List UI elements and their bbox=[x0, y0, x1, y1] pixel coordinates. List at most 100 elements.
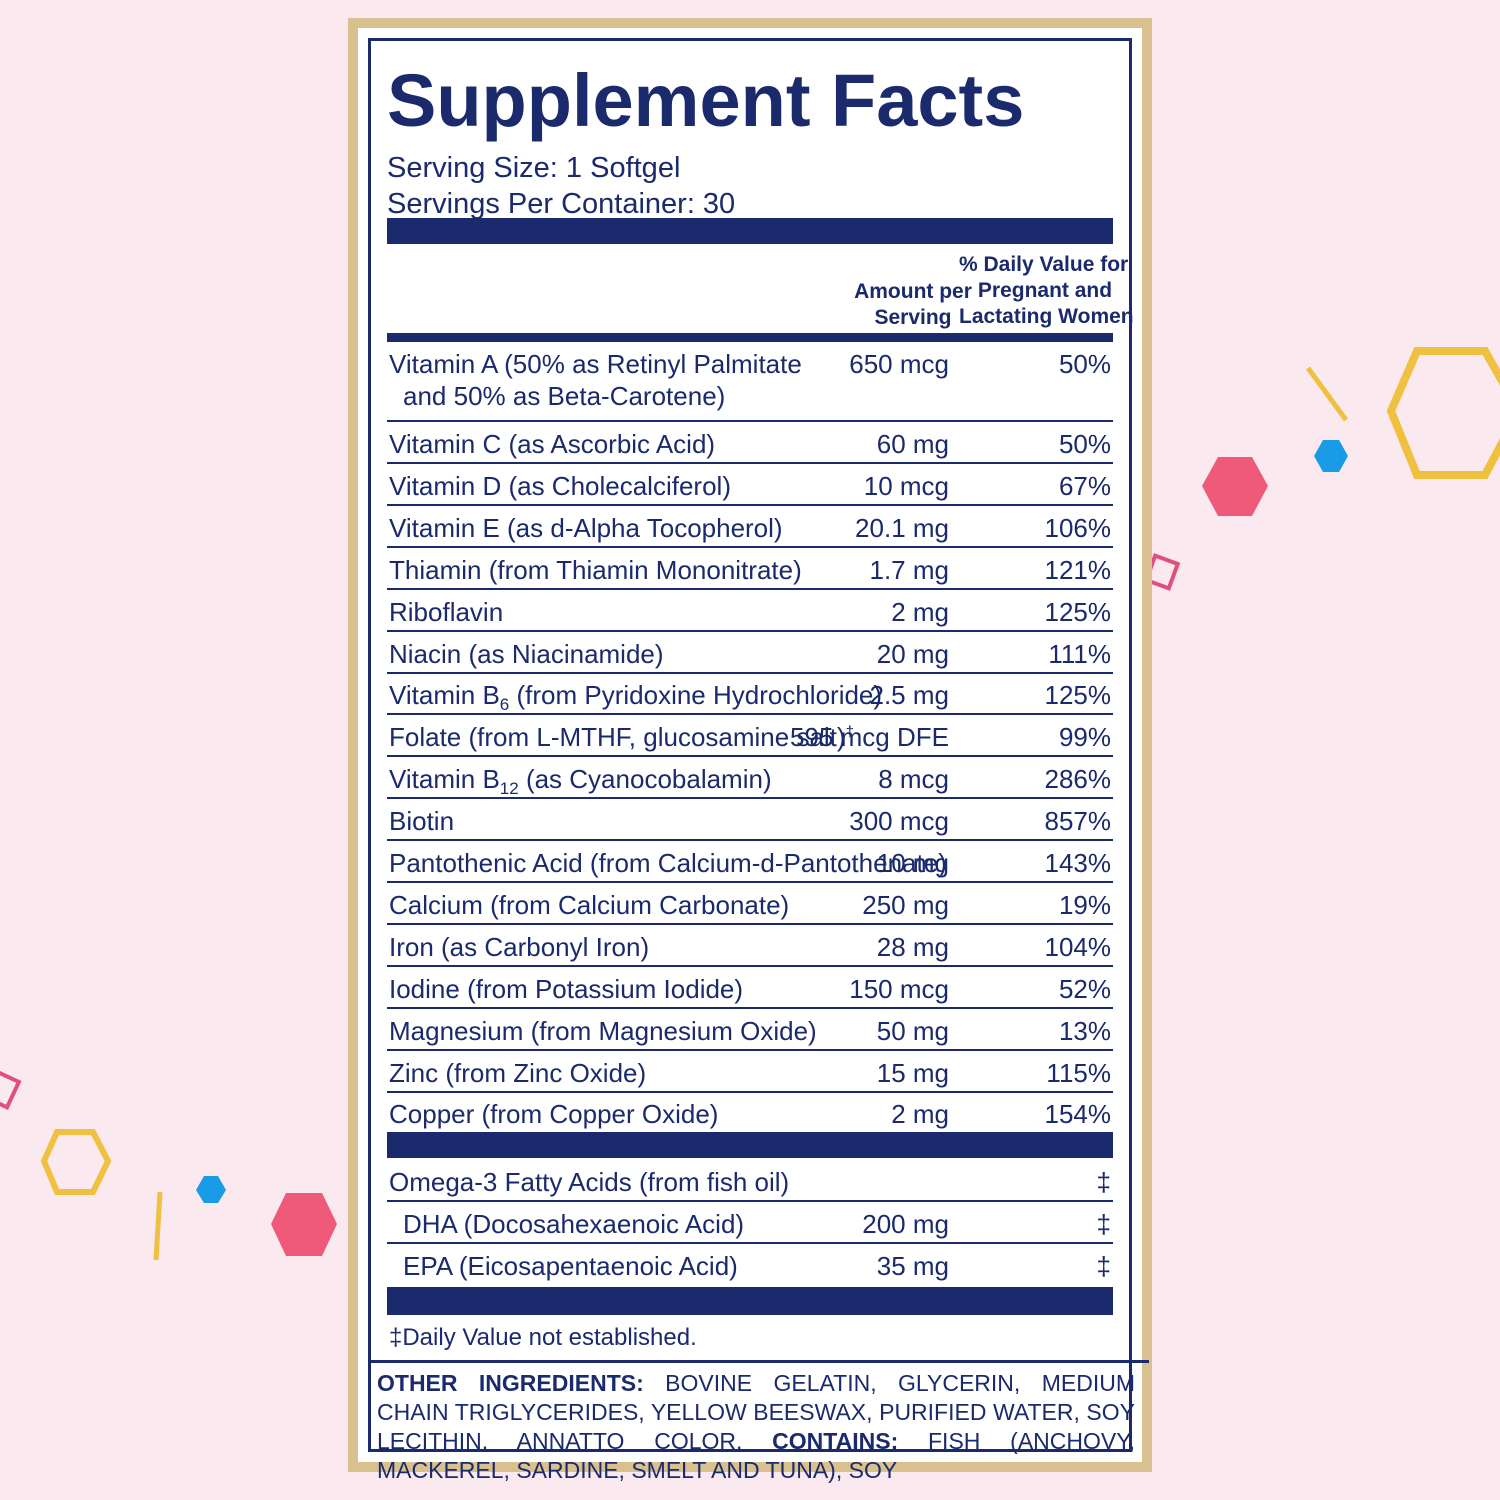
pink-hexagon-left bbox=[271, 1193, 337, 1256]
contains-text: FISH (ANCHOVY, MACKEREL, SARDINE, SMELT … bbox=[377, 1428, 1135, 1483]
nutrient-name: Riboflavin bbox=[389, 596, 504, 627]
nutrient-amount: 20 mg bbox=[876, 638, 949, 669]
bottom-thick-bar bbox=[387, 1287, 1113, 1315]
nutrient-amount: 595 mcg DFE bbox=[790, 722, 949, 753]
nutrient-amount: 2 mg bbox=[891, 596, 949, 627]
nutrient-daily-value: 19% bbox=[1058, 889, 1111, 920]
nutrient-amount: 2 mg bbox=[891, 1099, 949, 1130]
nutrient-name: Thiamin (from Thiamin Mononitrate) bbox=[389, 554, 802, 585]
nutrient-amount: 150 mcg bbox=[849, 973, 949, 1004]
nutrient-daily-value: ‡ bbox=[1096, 1167, 1111, 1197]
nutrients-row: Vitamin C (as Ascorbic Acid) 60 mg 50% bbox=[387, 422, 1113, 464]
nutrient-name: Copper (from Copper Oxide) bbox=[389, 1099, 719, 1130]
nutrient-amount: 35 mg bbox=[876, 1251, 949, 1281]
label-inner-border: Supplement Facts Serving Size: 1 Softgel… bbox=[368, 38, 1149, 1483]
middle-thick-bar bbox=[387, 1132, 1113, 1158]
nutrient-daily-value: 125% bbox=[1044, 596, 1112, 627]
other-ingredients-label: OTHER INGREDIENTS: bbox=[377, 1370, 644, 1396]
nutrient-amount: 2.5 mg bbox=[869, 680, 950, 711]
nutrients-row: Magnesium (from Magnesium Oxide) 50 mg 13% bbox=[387, 1009, 1113, 1051]
gold-line-right bbox=[1305, 366, 1349, 422]
daily-value-footnote: ‡Daily Value not established. bbox=[389, 1324, 697, 1351]
nutrient-daily-value: 125% bbox=[1044, 680, 1112, 711]
other-ingredients-text: BOVINE GELATIN, GLYCERIN, MEDIUM CHAIN T… bbox=[377, 1370, 1135, 1454]
nutrient-name: Biotin bbox=[389, 806, 455, 837]
nutrient-daily-value: 286% bbox=[1044, 764, 1112, 795]
nutrients-row: Iron (as Carbonyl Iron) 28 mg 104% bbox=[387, 925, 1113, 967]
nutrients-row: Riboflavin 2 mg 125% bbox=[387, 590, 1113, 632]
nutrient-name: Omega-3 Fatty Acids (from fish oil) bbox=[389, 1167, 790, 1197]
nutrients-row: Niacin (as Niacinamide) 20 mg 111% bbox=[387, 632, 1113, 674]
nutrient-amount: 60 mg bbox=[876, 429, 949, 459]
nutrient-name: Vitamin A (50% as Retinyl Palmitate and … bbox=[389, 349, 802, 411]
nutrient-name: Vitamin B6 (from Pyridoxine Hydrochlorid… bbox=[389, 680, 883, 715]
nutrient-row-vitamin-a: Vitamin A (50% as Retinyl Palmitate and … bbox=[387, 348, 1113, 422]
nutrient-daily-value: ‡ bbox=[1096, 1209, 1111, 1239]
nutrient-name: Pantothenic Acid (from Calcium-d-Pantoth… bbox=[389, 848, 947, 878]
nutrient-amount: 200 mg bbox=[862, 1209, 949, 1239]
nutrient-daily-value: 50% bbox=[1058, 429, 1111, 459]
nutrient-name: DHA (Docosahexaenoic Acid) bbox=[403, 1209, 745, 1239]
nutrient-daily-value: 52% bbox=[1058, 973, 1111, 1004]
nutrients-row: Thiamin (from Thiamin Mononitrate) 1.7 mg… bbox=[387, 548, 1113, 590]
pink-hexagon-right bbox=[1202, 457, 1268, 516]
nutrient-amount: 10 mcg bbox=[863, 470, 949, 501]
nutrient-name: Iodine (from Potassium Iodide) bbox=[389, 973, 744, 1004]
nutrients-row: Copper (from Copper Oxide) 2 mg 154% bbox=[387, 1092, 1113, 1134]
nutrients-row: Calcium (from Calcium Carbonate) 250 mg 19… bbox=[387, 883, 1113, 925]
gold-line-left bbox=[153, 1191, 163, 1261]
nutrients-row: Vitamin E (as d-Alpha Tocopherol) 20.1 mg… bbox=[387, 506, 1113, 548]
nutrient-amount: 15 mg bbox=[876, 1057, 949, 1088]
gold-hexagon-outline-right bbox=[1386, 347, 1500, 479]
nutrient-daily-value: 104% bbox=[1044, 931, 1112, 962]
top-thick-bar bbox=[387, 218, 1113, 244]
nutrient-amount: 250 mg bbox=[862, 889, 949, 920]
nutrient-name: Niacin (as Niacinamide) bbox=[389, 638, 664, 669]
label-title: Supplement Facts bbox=[387, 59, 1025, 142]
nutrient-name: EPA (Eicosapentaenoic Acid) bbox=[403, 1251, 738, 1281]
nutrient-name: Vitamin E (as d-Alpha Tocopherol) bbox=[389, 512, 783, 543]
nutrient-daily-value: 121% bbox=[1044, 554, 1112, 585]
omega-row: DHA (Docosahexaenoic Acid) 200 mg ‡ bbox=[387, 1202, 1113, 1244]
nutrient-name: Vitamin B12 (as Cyanocobalamin) bbox=[389, 764, 772, 799]
serving-size: Serving Size: 1 Softgel bbox=[387, 152, 681, 184]
ingredients-divider bbox=[371, 1360, 1149, 1363]
nutrient-daily-value: 154% bbox=[1044, 1099, 1112, 1130]
nutrient-name: Vitamin D (as Cholecalciferol) bbox=[389, 470, 731, 501]
nutrient-name: Vitamin C (as Ascorbic Acid) bbox=[389, 429, 716, 459]
nutrient-amount: 28 mg bbox=[876, 931, 949, 962]
nutrients-row: Folate (from L-MTHF, glucosamine salt)† 5… bbox=[387, 715, 1113, 758]
nutrient-name: Calcium (from Calcium Carbonate) bbox=[389, 889, 790, 920]
nutrient-daily-value: 111% bbox=[1048, 638, 1111, 669]
nutrient-daily-value: 106% bbox=[1044, 512, 1112, 543]
contains-label: CONTAINS: bbox=[772, 1428, 899, 1454]
servings-per-container: Servings Per Container: 30 bbox=[387, 188, 736, 220]
nutrient-name: Zinc (from Zinc Oxide) bbox=[389, 1057, 647, 1088]
nutrients-row: Zinc (from Zinc Oxide) 15 mg 115% bbox=[387, 1051, 1113, 1093]
gold-hexagon-outline-left bbox=[40, 1129, 112, 1195]
nutrient-daily-value: 857% bbox=[1044, 806, 1112, 837]
nutrient-name: Folate (from L-MTHF, glucosamine salt)† bbox=[389, 722, 854, 753]
nutrient-daily-value: 50% bbox=[1058, 349, 1111, 379]
blue-hexagon-right bbox=[1314, 440, 1348, 472]
nutrient-daily-value: 143% bbox=[1044, 848, 1112, 878]
nutrients-row: Vitamin B6 (from Pyridoxine Hydrochlorid… bbox=[387, 673, 1113, 716]
nutrient-daily-value: 13% bbox=[1058, 1015, 1111, 1046]
pink-square-outline-left bbox=[0, 1070, 22, 1110]
blue-hexagon-left bbox=[196, 1176, 226, 1203]
omega-row: EPA (Eicosapentaenoic Acid) 35 mg ‡ bbox=[387, 1244, 1113, 1286]
nutrient-amount: 50 mg bbox=[876, 1015, 949, 1046]
omega-row: Omega-3 Fatty Acids (from fish oil) ‡ bbox=[387, 1160, 1113, 1202]
nutrients-row: Biotin 300 mcg 857% bbox=[387, 799, 1113, 842]
nutrients-row: Pantothenic Acid (from Calcium-d-Pantoth… bbox=[387, 841, 1113, 883]
nutrient-daily-value: 99% bbox=[1058, 722, 1111, 753]
nutrient-daily-value: 67% bbox=[1058, 470, 1111, 501]
nutrient-amount: 300 mcg bbox=[849, 806, 949, 837]
nutrient-name: Iron (as Carbonyl Iron) bbox=[389, 931, 650, 962]
nutrient-amount: 1.7 mg bbox=[869, 554, 950, 585]
header-amount-per-serving: Amount per Serving bbox=[854, 280, 972, 329]
nutrient-amount: 20.1 mg bbox=[855, 512, 949, 543]
nutrient-daily-value: ‡ bbox=[1096, 1251, 1111, 1281]
nutrient-amount: 8 mcg bbox=[878, 764, 949, 795]
header-divider-bar bbox=[387, 333, 1113, 342]
